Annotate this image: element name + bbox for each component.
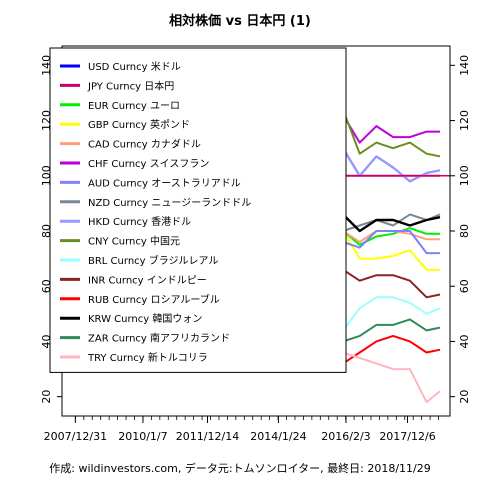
legend-label-14: ZAR Curncy 南アフリカランド [88,332,230,345]
y-tick-label-right-4: 100 [458,165,471,186]
legend-box [49,47,347,373]
y-tick-label-right-2: 60 [458,279,471,293]
legend-label-7: NZD Curncy ニュージーランドドル [88,197,251,209]
legend-label-12: RUB Curncy ロシアルーブル [88,293,220,306]
y-tick-label-left-0: 20 [40,390,53,404]
y-tick-label-right-0: 20 [458,390,471,404]
x-tick-label-0: 2007/12/31 [44,430,107,443]
x-tick-label-5: 2017/12/6 [379,430,435,443]
chart-caption: 作成: wildinvestors.com, データ元:トムソンロイター, 最終… [49,461,430,475]
y-tick-label-right-1: 40 [458,334,471,348]
legend: USD Curncy 米ドル JPY Curncy 日本円 EUR Curncy ユ… [49,47,347,373]
legend-label-6: AUD Curncy オーストラリアドル [88,177,241,189]
legend-label-2: EUR Curncy ユーロ [88,101,180,112]
legend-label-8: HKD Curncy 香港ドル [88,216,191,228]
legend-label-0: USD Curncy 米ドル [88,60,181,73]
legend-label-13: KRW Curncy 韓国ウォン [88,313,202,325]
x-tick-label-1: 2010/1/7 [118,430,167,443]
x-tick-label-4: 2016/2/3 [321,430,370,443]
legend-label-9: CNY Curncy 中国元 [88,235,180,248]
x-tick-label-3: 2014/1/24 [250,430,306,443]
legend-label-5: CHF Curncy スイスフラン [88,158,209,170]
legend-label-3: GBP Curncy 英ポンド [88,118,190,131]
legend-label-10: BRL Curncy ブラジルレアル [88,254,218,267]
legend-label-11: INR Curncy インドルピー [88,274,207,286]
y-tick-label-right-3: 80 [458,224,471,238]
legend-label-1: JPY Curncy 日本円 [87,79,174,92]
y-tick-label-right-5: 120 [458,110,471,131]
chart-title: 相対株価 vs 日本円 (1) [169,13,311,29]
x-tick-label-2: 2011/12/14 [176,430,239,443]
y-tick-label-right-6: 140 [458,55,471,76]
legend-label-15: TRY Curncy 新トルコリラ [87,351,208,364]
legend-label-4: CAD Curncy カナダドル [88,138,201,151]
